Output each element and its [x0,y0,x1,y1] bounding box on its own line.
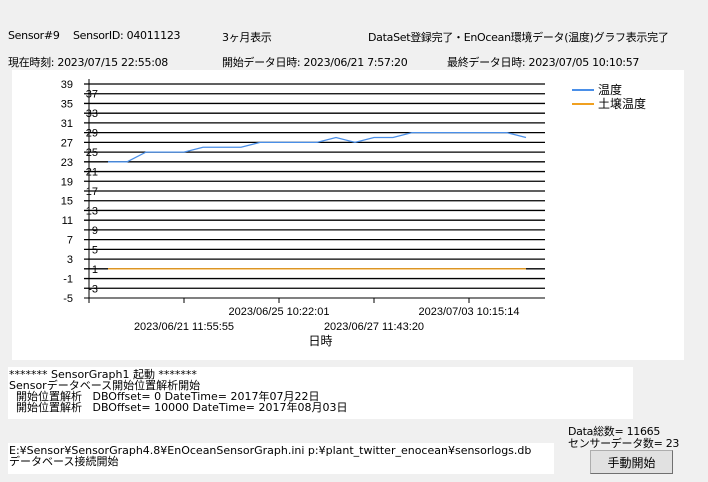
status-text: DataSet登録完了・EnOcean環境データ(温度)グラフ表示完了 [368,31,669,44]
legend-item-soil-temp: 土壌温度 [572,95,646,112]
y-tick-label: 39 [61,79,73,91]
log-line: ******* SensorGraph1 起動 ******* [9,368,197,381]
y-tick-label: 29 [86,128,98,140]
y-tick-label: 11 [62,215,73,227]
y-tick-label: 7 [67,235,73,247]
y-tick-label: 37 [86,89,98,101]
y-tick-label: 5 [92,244,98,256]
y-tick-label: 31 [61,118,73,130]
y-tick-label: 21 [86,167,98,179]
current-time: 現在時刻: 2023/07/15 22:55:08 [8,56,169,69]
x-axis-label: 日時 [308,334,332,348]
log-line: Sensorデータベース開始位置解析開始 [9,379,201,392]
sensor-data-count: センサーデータ数= 23 [568,437,680,450]
sensor-number: Sensor#9 [8,29,60,42]
y-tick-label: 13 [86,205,98,217]
y-tick-label: 3 [67,254,73,266]
y-tick-label: -5 [63,293,73,305]
legend-label: 土壌温度 [598,97,647,111]
y-tick-label: 35 [61,98,73,110]
y-tick-label: 33 [86,108,98,120]
series-line-温度 [108,131,527,163]
log-line: 開始位置解析 DBOffset= 0 DateTime= 2017年07月22日 [9,390,320,403]
x-tick-label: 2023/07/03 10:15:14 [419,306,520,318]
startup-log[interactable]: ******* SensorGraph1 起動 ******* Sensorデー… [8,367,633,419]
y-tick-label: -1 [63,274,73,286]
display-range: 3ヶ月表示 [222,31,272,44]
y-tick-label: 25 [86,147,98,159]
x-tick-label: 2023/06/21 11:55:55 [134,321,234,333]
y-tick-label: 23 [61,157,73,169]
y-tick-label: 9 [92,225,98,237]
y-tick-label: 15 [61,196,73,208]
temperature-chart: 39373533312927252321191715131197531-1-3-… [61,79,545,348]
y-tick-label: 17 [86,186,98,198]
db-log[interactable]: E:¥Sensor¥SensorGraph4.8¥EnOceanSensorGr… [8,443,554,474]
log-line: データベース接続開始 [9,455,119,468]
log-line: E:¥Sensor¥SensorGraph4.8¥EnOceanSensorGr… [9,444,532,457]
y-tick-label: -3 [88,283,98,295]
x-tick-label: 2023/06/27 11:43:20 [324,321,424,333]
sensor-id: SensorID: 04011123 [73,29,181,42]
y-tick-label: 27 [61,137,73,149]
manual-start-button[interactable]: 手動開始 [590,450,673,474]
data-total-count: Data総数= 11665 [568,425,661,438]
last-data-time: 最終データ日時: 2023/07/05 10:10:57 [447,56,640,69]
y-tick-label: 1 [92,264,98,276]
legend-label: 温度 [598,83,623,97]
start-data-time: 開始データ日時: 2023/06/21 7:57:20 [222,56,408,69]
y-tick-label: 19 [61,176,73,188]
legend-item-temp: 温度 [572,81,622,98]
log-line: 開始位置解析 DBOffset= 10000 DateTime= 2017年08… [9,401,348,414]
x-tick-label: 2023/06/25 10:22:01 [229,306,330,318]
chart-panel: 39 37 35 33 31 29 27 25 23 21 19 17 15 13 11 9 7 5 3 1 -1 -3-… [12,70,684,360]
